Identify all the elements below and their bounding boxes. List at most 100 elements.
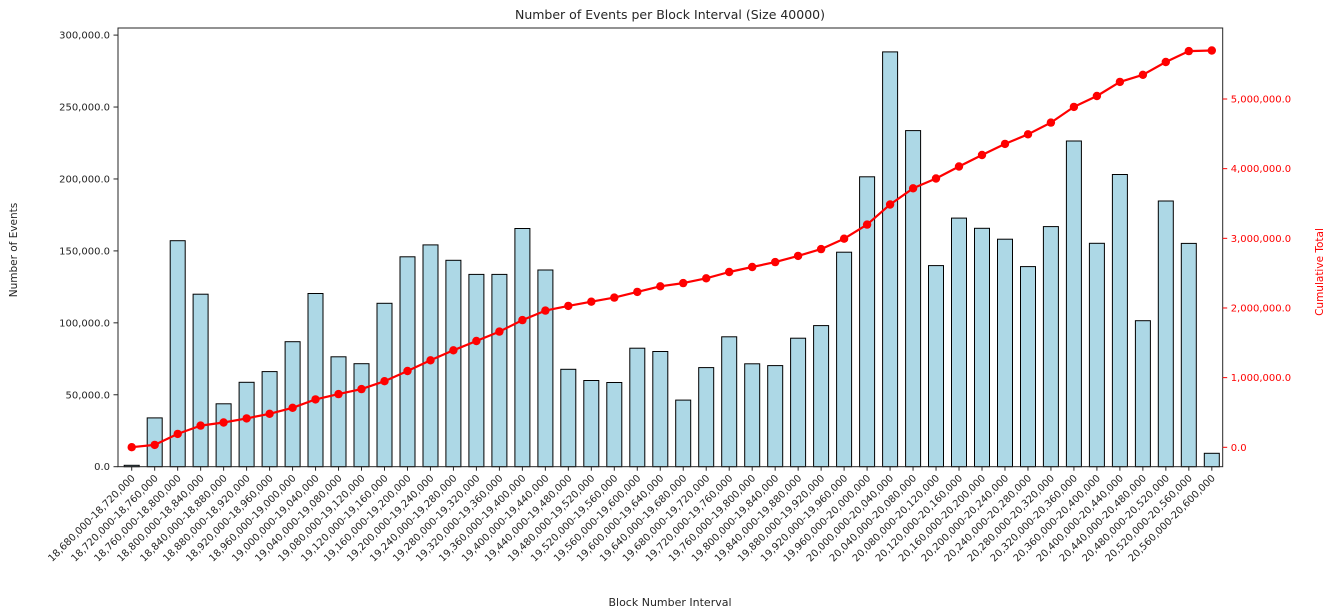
cumulative-point (771, 257, 780, 267)
bar (905, 130, 922, 468)
bar (1157, 200, 1174, 468)
cumulative-point (587, 297, 596, 306)
cumulative-point (150, 440, 159, 450)
cumulative-point (1000, 139, 1010, 149)
bar (836, 251, 853, 468)
y-left-tick-label: 300,000.0 (59, 31, 110, 42)
bar (491, 273, 508, 468)
cumulative-point (839, 234, 849, 243)
y-left-tick-label: 200,000.0 (59, 174, 110, 185)
y-right-tick-label: 0.0 (1231, 443, 1247, 454)
y-left-tick-label: 50,000.0 (65, 390, 110, 401)
cumulative-point (219, 418, 228, 427)
y-right-tick-label: 3,000,000.0 (1231, 234, 1291, 245)
bar (675, 399, 692, 468)
cumulative-point (196, 421, 205, 430)
cumulative-point (1161, 57, 1171, 67)
y-right-tick-label: 2,000,000.0 (1231, 303, 1291, 314)
bar (1065, 140, 1082, 468)
cumulative-point (748, 262, 757, 272)
x-axis-title: Block Number Interval (608, 596, 731, 609)
bar (422, 244, 439, 468)
cumulative-line-layer (127, 46, 1217, 452)
bar (1111, 174, 1128, 468)
y-left-tick-label: 250,000.0 (59, 103, 110, 114)
bar (652, 351, 669, 468)
bar (974, 227, 990, 468)
bar (1042, 226, 1059, 468)
y-left-tick-label: 150,000.0 (59, 246, 110, 257)
cumulative-point (610, 293, 619, 302)
bar (882, 51, 899, 468)
y-right-tick-label: 4,000,000.0 (1231, 164, 1291, 175)
cumulative-point (931, 174, 941, 183)
cumulative-point (816, 244, 826, 254)
y-left-tick-label: 0.0 (94, 462, 110, 473)
cumulative-point (311, 395, 320, 404)
cumulative-point (380, 377, 389, 386)
bar (698, 367, 715, 468)
cumulative-point (495, 327, 504, 336)
cumulative-point (288, 403, 297, 412)
cumulative-point (449, 346, 458, 355)
y-left-tick-label: 100,000.0 (59, 318, 110, 329)
cumulative-point (127, 443, 136, 452)
plot-frame (117, 27, 1224, 468)
y-right-tick-label: 1,000,000.0 (1231, 373, 1291, 384)
cumulative-point (334, 389, 343, 399)
bar (721, 336, 738, 468)
cumulative-point (1092, 91, 1102, 101)
bar (330, 356, 347, 468)
chart-title: Number of Events per Block Interval (Siz… (515, 7, 825, 22)
bar (1088, 242, 1105, 468)
y-right-tick-label: 5,000,000.0 (1231, 95, 1291, 106)
cumulative-point (725, 267, 734, 277)
bar (537, 269, 554, 468)
cumulative-point (1069, 102, 1079, 112)
cumulative-point (885, 200, 895, 209)
bar (307, 293, 324, 468)
bar (514, 228, 531, 468)
bar (353, 363, 370, 468)
bar (560, 368, 577, 468)
bar (606, 382, 623, 468)
cumulative-point (518, 315, 527, 325)
bar (997, 238, 1013, 468)
cumulative-point (1138, 70, 1148, 80)
cumulative-point (242, 414, 251, 423)
bars-layer (123, 51, 1220, 468)
bar (951, 217, 967, 468)
bar (813, 325, 830, 468)
y-axis-right-title: Cumulative Total (1314, 228, 1326, 316)
cumulative-point (633, 287, 642, 297)
bar (583, 380, 600, 468)
bar (1134, 320, 1151, 468)
cumulative-point (173, 429, 182, 439)
cumulative-point (1207, 46, 1217, 55)
cumulative-point (793, 251, 803, 261)
bar (928, 265, 944, 468)
cumulative-point (265, 409, 274, 418)
cumulative-point (1023, 130, 1033, 139)
cumulative-point (1184, 46, 1194, 56)
cumulative-point (403, 366, 412, 376)
bar (468, 273, 485, 468)
cumulative-point (679, 278, 688, 288)
bar (1180, 242, 1197, 468)
cumulative-point (977, 150, 987, 160)
bar (1203, 452, 1220, 468)
cumulative-point (656, 282, 665, 291)
cumulative-point (357, 384, 366, 394)
cumulative-point (1115, 77, 1125, 87)
bar (261, 371, 278, 468)
bar (215, 403, 232, 468)
bar (629, 347, 646, 468)
cumulative-point (908, 184, 918, 193)
cumulative-point (426, 356, 435, 365)
cumulative-point (702, 274, 711, 283)
y-axis-left-title: Number of Events (8, 203, 20, 298)
cumulative-point (954, 162, 964, 171)
cumulative-point (564, 301, 573, 311)
